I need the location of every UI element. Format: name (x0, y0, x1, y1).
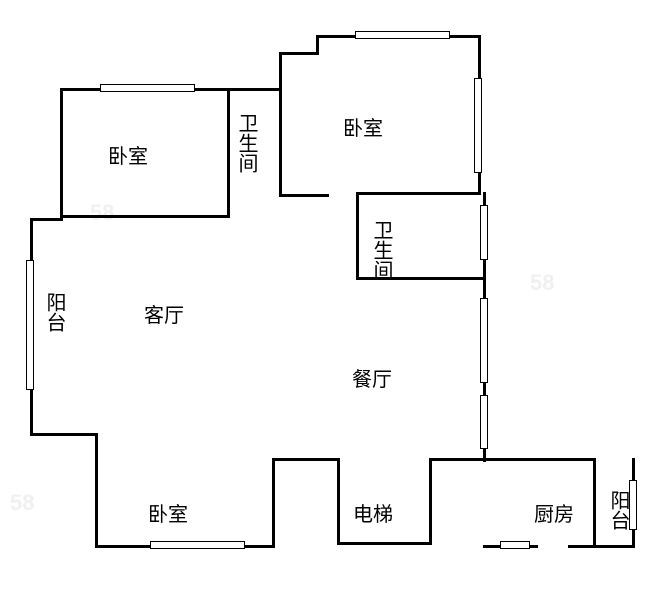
wall-segment-30 (568, 545, 596, 548)
watermark-2: 58 (530, 270, 554, 296)
label-bathroom-top: 卫生间 (232, 113, 261, 173)
wall-segment-11 (368, 192, 481, 195)
wall-segment-21 (272, 458, 275, 548)
window-segment-6 (480, 395, 488, 449)
wall-segment-5 (279, 52, 282, 197)
wall-segment-3 (227, 88, 230, 218)
window-segment-1 (355, 31, 450, 39)
watermark-1: 58 (90, 200, 114, 226)
wall-segment-23 (337, 458, 340, 545)
wall-segment-2 (60, 215, 230, 218)
window-segment-3 (480, 205, 488, 260)
window-segment-4 (26, 260, 34, 390)
label-bedroom-bottom: 卧室 (148, 498, 188, 527)
label-dining-room: 餐厅 (352, 363, 392, 392)
wall-segment-8 (316, 35, 319, 55)
label-living-room: 客厅 (144, 299, 184, 328)
wall-segment-24 (337, 542, 432, 545)
wall-segment-25 (429, 458, 432, 545)
wall-segment-12 (356, 192, 359, 280)
window-segment-8 (500, 541, 530, 549)
wall-segment-27 (483, 458, 596, 461)
wall-segment-32 (593, 545, 635, 548)
wall-segment-15 (356, 192, 370, 195)
wall-segment-6 (279, 194, 329, 197)
wall-segment-26 (429, 458, 486, 461)
wall-segment-4 (227, 88, 282, 91)
label-balcony-right: 阳台 (604, 490, 633, 530)
label-bedroom-topright: 卧室 (343, 112, 383, 141)
label-bedroom-topleft: 卧室 (108, 140, 148, 169)
label-kitchen: 厨房 (534, 498, 574, 527)
wall-segment-16 (30, 218, 63, 221)
window-segment-7 (150, 541, 245, 549)
wall-segment-19 (95, 433, 98, 548)
wall-segment-22 (272, 458, 340, 461)
wall-segment-7 (279, 52, 319, 55)
floor-plan-canvas: 58 58 58 卧室 卧室 卧室 卫生间 卫生间 客厅 餐厅 阳台 阳台 厨房… (0, 0, 663, 600)
wall-segment-18 (30, 433, 98, 436)
wall-segment-1 (60, 88, 63, 218)
window-segment-5 (480, 298, 488, 383)
label-elevator: 电梯 (353, 498, 393, 527)
label-balcony-left: 阳台 (40, 292, 69, 332)
wall-segment-28 (593, 458, 596, 548)
label-bathroom-right: 卫生间 (367, 220, 396, 280)
window-segment-2 (474, 78, 482, 173)
window-segment-0 (100, 84, 195, 92)
watermark-3: 58 (10, 490, 34, 516)
